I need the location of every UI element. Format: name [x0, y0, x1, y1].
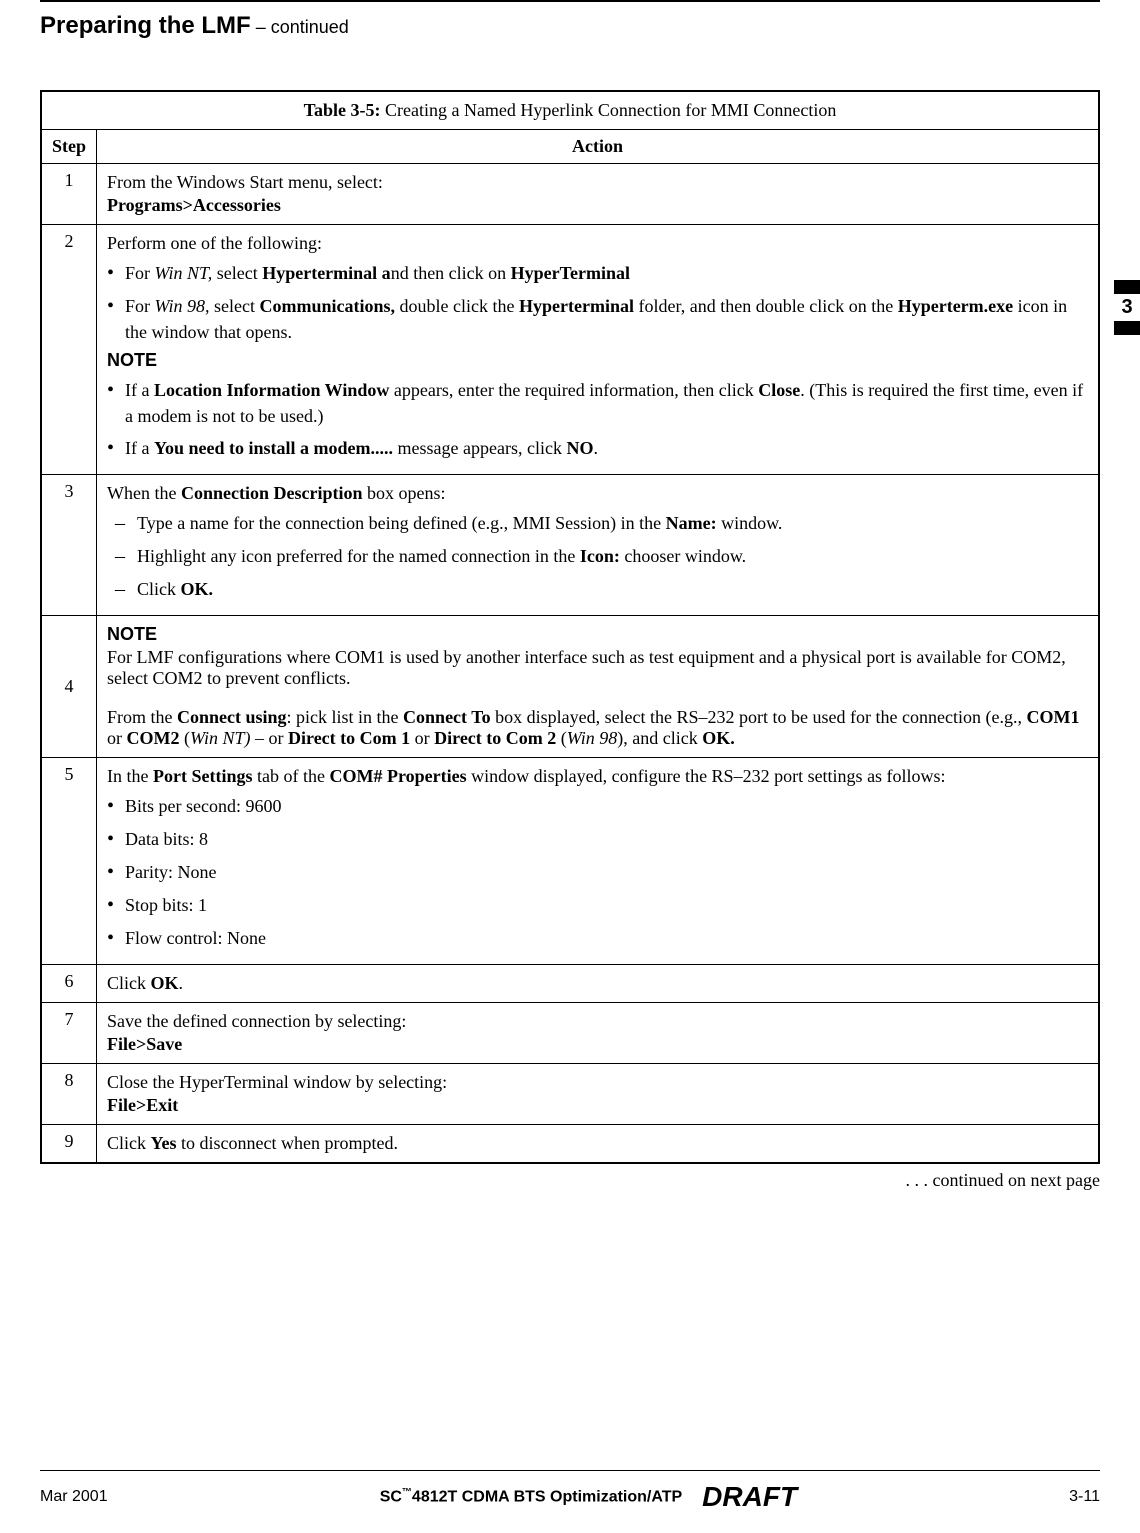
list-item: Parity: None	[125, 859, 1088, 886]
step-cell: 5	[41, 757, 97, 964]
action-cell: Click OK.	[97, 964, 1099, 1002]
step-cell: 8	[41, 1063, 97, 1124]
action-cell: Perform one of the following: For Win NT…	[97, 225, 1099, 475]
dash-list: Type a name for the connection being def…	[107, 510, 1088, 603]
footer-mid: SC™4812T CDMA BTS Optimization/ATP DRAFT	[380, 1481, 797, 1513]
table-row: 6 Click OK.	[41, 964, 1099, 1002]
step-cell: 7	[41, 1002, 97, 1063]
bullet-list: Bits per second: 9600 Data bits: 8 Parit…	[107, 793, 1088, 952]
table-caption-bold: Table 3-5:	[304, 100, 381, 120]
footer-page-num: 3-11	[1069, 1488, 1100, 1506]
bullet-list: If a Location Information Window appears…	[107, 377, 1088, 461]
action-cell: Close the HyperTerminal window by select…	[97, 1063, 1099, 1124]
action-cell: From the Windows Start menu, select: Pro…	[97, 164, 1099, 225]
table-caption-rest: Creating a Named Hyperlink Connection fo…	[380, 100, 836, 120]
footer-product: SC™4812T CDMA BTS Optimization/ATP	[380, 1487, 682, 1506]
list-item: Data bits: 8	[125, 826, 1088, 853]
action-cell: Save the defined connection by selecting…	[97, 1002, 1099, 1063]
main-table: Table 3-5: Creating a Named Hyperlink Co…	[40, 90, 1100, 1164]
list-item: Type a name for the connection being def…	[137, 510, 1088, 537]
text-bold: File>Exit	[107, 1095, 1088, 1116]
list-item: Flow control: None	[125, 925, 1088, 952]
table-caption: Table 3-5: Creating a Named Hyperlink Co…	[41, 91, 1099, 130]
list-item: Click OK.	[137, 576, 1088, 603]
action-cell: In the Port Settings tab of the COM# Pro…	[97, 757, 1099, 964]
table-row: 7 Save the defined connection by selecti…	[41, 1002, 1099, 1063]
page-header: Preparing the LMF – continued	[40, 0, 1100, 40]
list-item: Bits per second: 9600	[125, 793, 1088, 820]
table-row: 4 NOTE For LMF configurations where COM1…	[41, 615, 1099, 757]
action-cell: Click Yes to disconnect when prompted.	[97, 1124, 1099, 1163]
side-tab-number: 3	[1114, 294, 1140, 321]
list-item: If a Location Information Window appears…	[125, 377, 1088, 428]
text-bold: Programs>Accessories	[107, 195, 1088, 216]
note-text: For LMF configurations where COM1 is use…	[107, 647, 1088, 689]
side-tab-bar-top	[1114, 280, 1140, 294]
text: Perform one of the following:	[107, 233, 1088, 254]
text: Close the HyperTerminal window by select…	[107, 1072, 1088, 1093]
bullet-list: For Win NT, select Hyperterminal and the…	[107, 260, 1088, 344]
text: Click Yes to disconnect when prompted.	[107, 1133, 1088, 1154]
table-row: 3 When the Connection Description box op…	[41, 474, 1099, 615]
note-label: NOTE	[107, 350, 1088, 371]
page-footer: Mar 2001 SC™4812T CDMA BTS Optimization/…	[40, 1470, 1100, 1513]
text: Save the defined connection by selecting…	[107, 1011, 1088, 1032]
list-item: If a You need to install a modem..... me…	[125, 435, 1088, 462]
text: From the Connect using: pick list in the…	[107, 707, 1088, 749]
text-bold: File>Save	[107, 1034, 1088, 1055]
table-row: 5 In the Port Settings tab of the COM# P…	[41, 757, 1099, 964]
list-item: Highlight any icon preferred for the nam…	[137, 543, 1088, 570]
content: Table 3-5: Creating a Named Hyperlink Co…	[40, 90, 1100, 1164]
step-cell: 1	[41, 164, 97, 225]
text: Click OK.	[107, 973, 1088, 994]
step-cell: 9	[41, 1124, 97, 1163]
text: When the Connection Description box open…	[107, 483, 1088, 504]
text: In the Port Settings tab of the COM# Pro…	[107, 766, 1088, 787]
table-row: 1 From the Windows Start menu, select: P…	[41, 164, 1099, 225]
action-cell: When the Connection Description box open…	[97, 474, 1099, 615]
side-tab-bar-bottom	[1114, 321, 1140, 335]
step-cell: 6	[41, 964, 97, 1002]
table-row: 2 Perform one of the following: For Win …	[41, 225, 1099, 475]
step-cell: 2	[41, 225, 97, 475]
text: From the Windows Start menu, select:	[107, 172, 1088, 193]
list-item: Stop bits: 1	[125, 892, 1088, 919]
side-tab: 3	[1114, 280, 1140, 335]
table-row: 9 Click Yes to disconnect when prompted.	[41, 1124, 1099, 1163]
step-cell: 3	[41, 474, 97, 615]
table-row: 8 Close the HyperTerminal window by sele…	[41, 1063, 1099, 1124]
list-item: For Win NT, select Hyperterminal and the…	[125, 260, 1088, 287]
header-title-bold: Preparing the LMF	[40, 12, 251, 39]
action-cell: NOTE For LMF configurations where COM1 i…	[97, 615, 1099, 757]
footer-date: Mar 2001	[40, 1488, 108, 1506]
note-label: NOTE	[107, 624, 1088, 645]
col-action-header: Action	[97, 130, 1099, 164]
footer-draft: DRAFT	[702, 1481, 797, 1513]
col-step-header: Step	[41, 130, 97, 164]
list-item: For Win 98, select Communications, doubl…	[125, 293, 1088, 344]
step-cell: 4	[41, 615, 97, 757]
header-title-cont: – continued	[251, 17, 349, 37]
continued-text: . . . continued on next page	[0, 1170, 1100, 1191]
